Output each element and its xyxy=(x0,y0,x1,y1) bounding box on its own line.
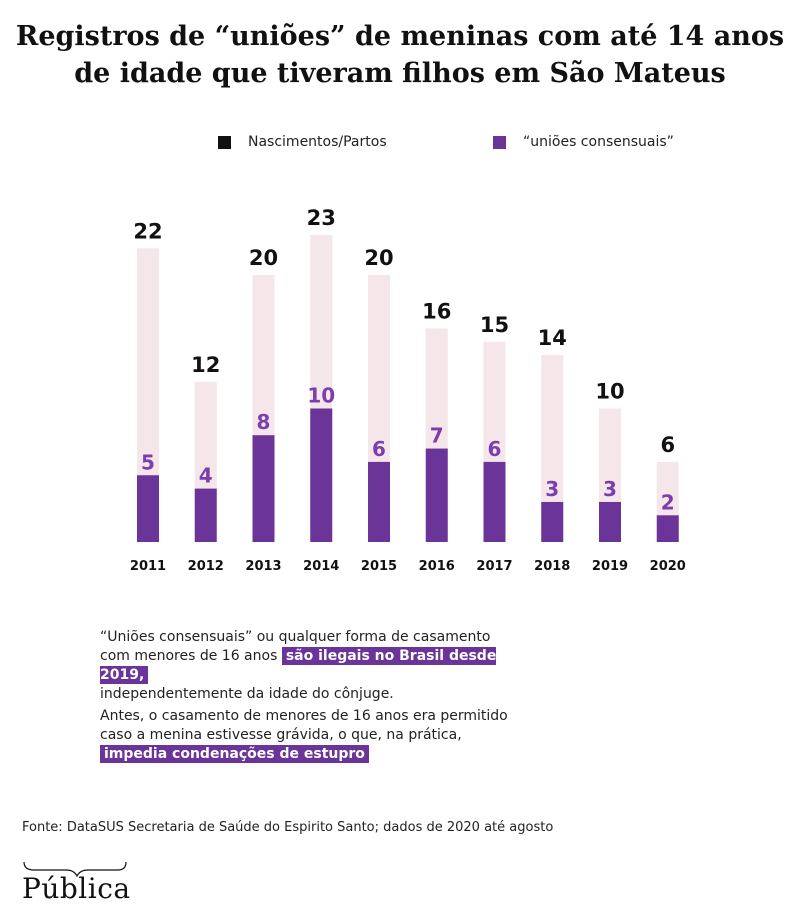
label-births-2011: 22 xyxy=(133,219,162,243)
note1-line2-text: com menores de 16 anos xyxy=(100,648,278,664)
chart-title: Registros de “uniões” de meninas com até… xyxy=(0,18,800,92)
x-tick-2017: 2017 xyxy=(476,559,512,574)
title-line-2: de idade que tiveram filhos em São Mateu… xyxy=(74,58,726,89)
x-tick-2016: 2016 xyxy=(419,559,455,574)
label-births-2020: 6 xyxy=(660,433,675,457)
bar-unions-2015 xyxy=(368,461,390,542)
label-unions-2011: 5 xyxy=(141,450,155,474)
title-line-1: Registros de “uniões” de meninas com até… xyxy=(15,21,785,52)
label-births-2012: 12 xyxy=(191,353,220,377)
label-unions-2019: 3 xyxy=(603,477,617,501)
note-legality: “Uniões consensuais” ou qualquer forma d… xyxy=(100,628,540,704)
bar-unions-2017 xyxy=(483,461,506,542)
x-tick-2015: 2015 xyxy=(361,559,397,574)
legend-item-unions: “uniões consensuais” xyxy=(493,134,674,150)
note1-line2: com menores de 16 anos são ilegais no Br… xyxy=(100,647,540,685)
label-unions-2012: 4 xyxy=(199,464,213,488)
bar-unions-2018 xyxy=(541,501,564,542)
note-history: Antes, o casamento de menores de 16 anos… xyxy=(100,707,540,764)
legend-item-births: Nascimentos/Partos xyxy=(218,134,387,150)
x-tick-2014: 2014 xyxy=(303,559,339,574)
bar-unions-2011 xyxy=(137,475,159,542)
source-note: Fonte: DataSUS Secretaria de Saúde do Es… xyxy=(22,820,554,835)
x-tick-2012: 2012 xyxy=(188,559,224,574)
legend-swatch-births xyxy=(218,135,231,149)
label-unions-2018: 3 xyxy=(545,477,559,501)
label-births-2016: 16 xyxy=(422,299,451,323)
label-unions-2017: 6 xyxy=(488,437,502,461)
bar-unions-2020 xyxy=(656,515,679,542)
note2-line2: caso a menina estivesse grávida, o que, … xyxy=(100,727,462,743)
x-tick-2018: 2018 xyxy=(534,559,570,574)
bar-births-2011 xyxy=(137,248,159,543)
label-unions-2015: 6 xyxy=(372,437,386,461)
logo-brace-icon xyxy=(23,861,127,878)
x-tick-2013: 2013 xyxy=(245,559,281,574)
note2-highlight: impedia condenações de estupro xyxy=(100,745,369,763)
legend-label-unions: “uniões consensuais” xyxy=(523,134,674,150)
bar-unions-2012 xyxy=(194,488,217,542)
label-births-2013: 20 xyxy=(249,246,278,270)
label-births-2014: 23 xyxy=(307,206,336,230)
legend: Nascimentos/Partos “uniões consensuais” xyxy=(0,134,800,154)
legend-swatch-unions xyxy=(493,135,506,149)
label-births-2017: 15 xyxy=(480,313,509,337)
bar-unions-2014 xyxy=(310,408,333,542)
label-unions-2013: 8 xyxy=(257,410,271,434)
label-births-2015: 20 xyxy=(364,246,393,270)
label-unions-2014: 10 xyxy=(307,384,335,408)
label-births-2019: 10 xyxy=(595,380,624,404)
bar-unions-2016 xyxy=(425,448,448,542)
note1-line3: independentemente da idade do cônjuge. xyxy=(100,686,394,702)
note2-line1: Antes, o casamento de menores de 16 anos… xyxy=(100,708,508,724)
note1-line1: “Uniões consensuais” ou qualquer forma d… xyxy=(100,629,491,645)
bar-births-2018 xyxy=(541,355,564,542)
label-births-2018: 14 xyxy=(538,326,567,350)
publica-logo: Pública xyxy=(22,858,132,908)
bar-chart: 2252011124201220820132310201420620151672… xyxy=(130,206,686,574)
bar-unions-2013 xyxy=(252,435,275,542)
label-unions-2016: 7 xyxy=(430,424,444,448)
label-unions-2020: 2 xyxy=(661,490,675,514)
bar-unions-2019 xyxy=(599,501,621,542)
note2-line3: impedia condenações de estupro xyxy=(100,745,540,764)
logo-text: Pública xyxy=(22,872,131,905)
x-tick-2011: 2011 xyxy=(130,559,166,574)
x-tick-2019: 2019 xyxy=(592,559,628,574)
x-tick-2020: 2020 xyxy=(650,559,686,574)
legend-label-births: Nascimentos/Partos xyxy=(248,134,387,150)
